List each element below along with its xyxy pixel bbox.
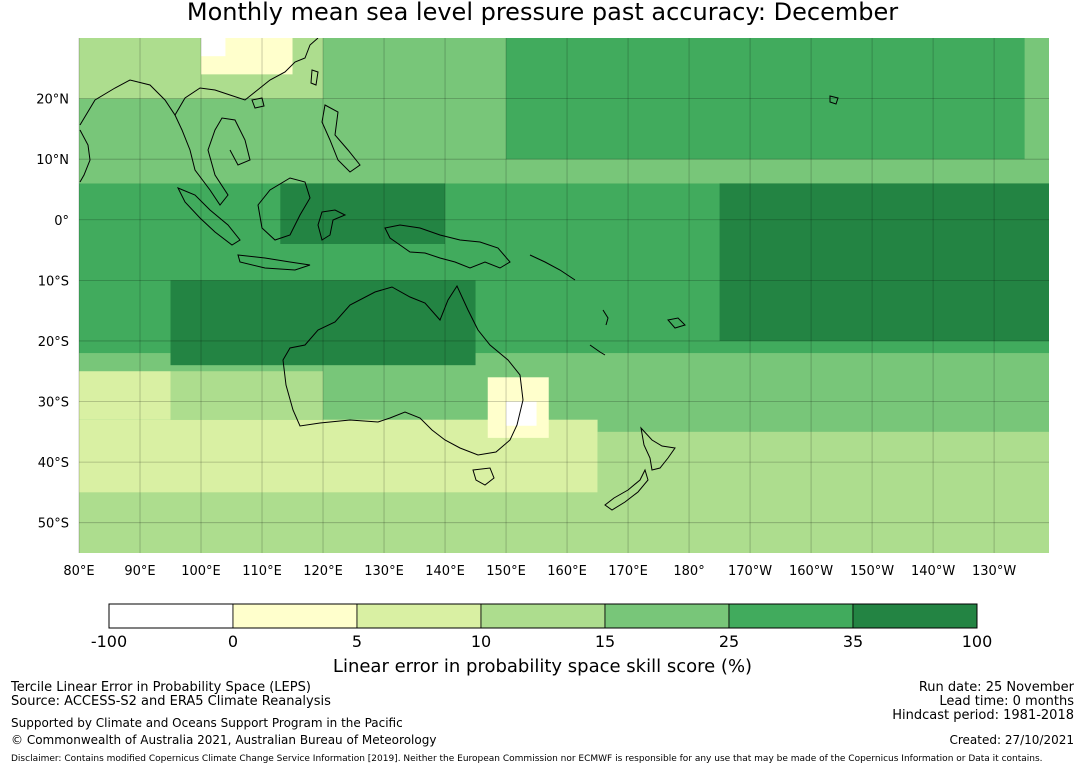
skill-region-3 [170,371,324,420]
lon-tick-label: 130°E [364,564,404,579]
coastlines [79,38,839,511]
colorbar-swatch-3 [480,603,606,629]
colorbar-tick-0: -100 [90,632,128,651]
hainan-coastline [251,97,265,109]
lon-tick-label: 80°E [63,564,94,579]
skill-region-7 [597,431,1049,553]
lon-tick-label: 170°E [608,564,648,579]
colorbar-swatch-2 [356,603,482,629]
footer-hindcast: Hindcast period: 1981-2018 [892,708,1074,723]
colorbar-tick-2: 5 [351,632,363,651]
tasmania-coastline [472,467,495,486]
footer-support: Supported by Climate and Oceans Support … [11,716,403,730]
borneo-coastline [257,177,311,241]
colorbar [108,603,978,629]
map-axes: 20°N 10°N 0° 10°S 20°S 30°S 40°S 50°S 80°E 90°E 10… [36,93,1016,579]
india-coastline [79,129,91,183]
skill-region-9 [170,280,476,366]
colorbar-label: Linear error in probability space skill … [332,656,753,677]
lat-tick-label: 50°S [38,517,69,532]
footer-copyright: © Commonwealth of Australia 2021, Austra… [11,733,437,747]
lon-tick-label: 140°E [425,564,465,579]
lon-tick-label: 150°W [850,564,894,579]
lon-tick-label: 140°W [911,564,955,579]
new-caledonia-coastline [589,344,606,356]
colorbar-swatch-1 [232,603,358,629]
lat-tick-label: 20°N [36,93,69,108]
lat-tick-label: 10°N [36,153,69,168]
colorbar-tick-6: 35 [842,632,864,651]
lon-tick-label: 160°E [547,564,587,579]
new-zealand-south-coastline [604,468,649,511]
hawaii-coastline [829,95,839,105]
footer-lead-time: Lead time: 0 months [939,694,1074,709]
footer-disclaimer: Disclaimer: Contains modified Copernicus… [11,754,1043,764]
footer-created: Created: 27/10/2021 [949,733,1074,747]
australia-coastline [282,284,524,456]
lon-tick-label: 120°E [303,564,343,579]
lat-tick-label: 20°S [38,335,69,350]
solomon-islands-coastline [529,254,576,281]
java-coastline [237,254,311,271]
footer-source: Source: ACCESS-S2 and ERA5 Climate Reana… [11,694,331,709]
taiwan-coastline [310,69,319,86]
colorbar-swatch-5 [728,603,854,629]
colorbar-swatch-0 [108,603,234,629]
lon-tick-label: 180° [673,564,704,579]
skill-region-13 [506,38,1025,160]
lat-tick-label: 10°S [38,274,69,289]
lon-tick-label: 160°W [789,564,833,579]
skill-heatmap [79,38,1049,553]
sumatra-coastline [176,187,241,246]
lat-tick-label: 30°S [38,396,69,411]
lon-tick-label: 130°W [972,564,1016,579]
lon-tick-label: 100°E [181,564,221,579]
colorbar-tick-3: 10 [470,632,492,651]
map-title: Monthly mean sea level pressure past acc… [186,0,899,26]
lon-tick-label: 150°E [486,564,526,579]
lon-tick-label: 110°E [242,564,282,579]
philippines-coastline [321,104,361,173]
vanuatu-coastline [602,309,609,326]
malay-indochina-coastline [174,114,251,206]
colorbar-tick-1: 0 [227,632,239,651]
lon-tick-label: 170°W [728,564,772,579]
colorbar-swatch-4 [604,603,730,629]
footer-leps: Tercile Linear Error in Probability Spac… [11,680,311,695]
lat-tick-label: 40°S [38,456,69,471]
sulawesi-coastline [317,209,347,241]
colorbar-swatch-6 [852,603,978,629]
colorbar-frame [108,603,978,629]
skill-region-11 [719,159,1049,341]
new-guinea-coastline [384,224,511,269]
skill-region-4 [79,371,171,420]
lat-tick-label: 0° [54,214,69,229]
lon-tick-label: 90°E [124,564,155,579]
colorbar-tick-7: 100 [961,632,993,651]
colorbar-tick-4: 15 [594,632,616,651]
graticule [78,38,1049,553]
skill-region-16 [201,38,226,57]
footer-run-date: Run date: 25 November [918,680,1074,695]
colorbar-tick-5: 25 [718,632,740,651]
new-zealand-north-coastline [640,426,676,471]
asia-coastline [79,38,319,126]
fiji-coastline [667,317,686,329]
